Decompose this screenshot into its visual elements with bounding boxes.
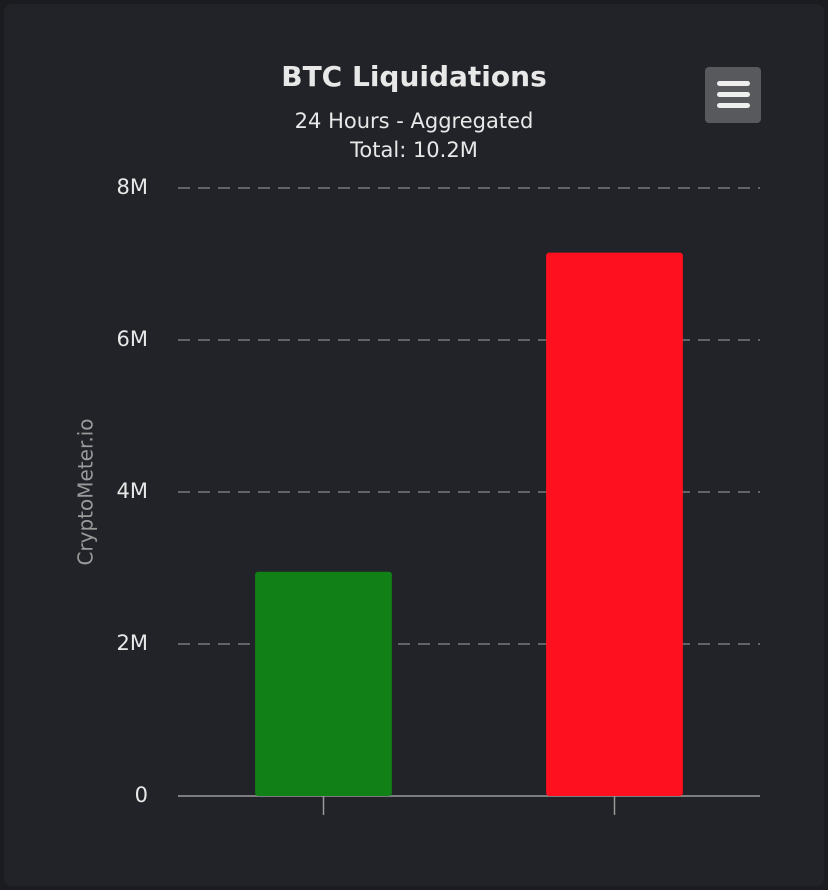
chart-subtitle: Total: 10.2M <box>349 138 478 162</box>
menu-icon-line <box>717 92 750 97</box>
y-tick-label: 8M <box>117 175 148 199</box>
y-tick-label: 2M <box>117 631 148 655</box>
menu-icon-line <box>717 81 750 86</box>
bar <box>255 571 392 796</box>
bar <box>546 252 683 797</box>
chart-subtitle: 24 Hours - Aggregated <box>295 109 534 133</box>
card <box>4 4 824 886</box>
menu-button[interactable] <box>705 67 761 123</box>
y-tick-label: 6M <box>117 327 148 351</box>
y-tick-label: 4M <box>117 479 148 503</box>
menu-icon-line <box>717 103 750 108</box>
chart-title: BTC Liquidations <box>281 60 547 93</box>
y-tick-label: 0 <box>135 783 148 807</box>
y-axis-title: CryptoMeter.io <box>74 418 98 565</box>
